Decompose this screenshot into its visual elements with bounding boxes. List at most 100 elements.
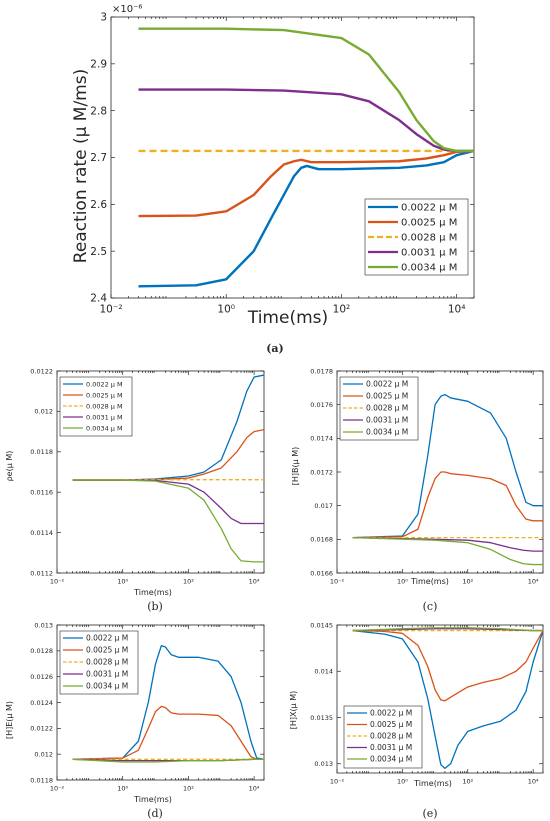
- legend: 0.0022 μ M 0.0025 μ M 0.0028 μ M 0.0031 μ M…: [59, 376, 133, 437]
- series-line-5: [138, 27, 474, 153]
- y-tick-label: 0.013: [34, 621, 53, 629]
- y-tick-label: 0.0176: [310, 401, 333, 409]
- y-tick-label: 0.0168: [310, 536, 333, 544]
- legend: 0.0022 μ M 0.0025 μ M 0.0028 μ M 0.0031 μ M…: [343, 705, 423, 769]
- y-tick-label: 0.0135: [310, 714, 333, 722]
- legend-label: 0.0022 μ M: [370, 709, 412, 718]
- legend: 0.0022 μ M 0.0025 μ M 0.0028 μ M 0.0031 μ M…: [364, 198, 469, 276]
- y-tick-label: 2.4: [90, 293, 107, 305]
- x-tick-label: 10⁴: [249, 785, 260, 793]
- x-tick-label: 10⁰: [397, 578, 408, 586]
- legend-label: 0.0025 μ M: [401, 218, 457, 229]
- panel-d-ylabel: [H]E(μ M): [5, 701, 14, 739]
- y-tick-label: 0.0126: [30, 673, 53, 681]
- y-tick-label: 0.0128: [30, 647, 53, 655]
- y-tick-label: 0.014: [314, 668, 333, 676]
- y-tick-label: 0.0172: [310, 468, 333, 476]
- y-tick-label: 3: [100, 12, 107, 24]
- x-tick-label: 10⁰: [217, 304, 235, 316]
- panel-b-caption: (b): [147, 600, 163, 613]
- y-tick-label: 2.6: [90, 199, 107, 211]
- y-tick-label: 0.0112: [30, 569, 53, 577]
- x-tick-label: 10²: [183, 578, 194, 586]
- legend-label: 0.0025 μ M: [370, 720, 412, 729]
- plot-area-frame: [56, 370, 265, 574]
- series-line-5: [352, 537, 543, 566]
- y-tick-label: 2.9: [90, 59, 107, 71]
- panel-b-ylabel: ρe(μ M): [5, 451, 14, 482]
- x-tick-label: 10⁻²: [330, 578, 345, 586]
- series-line-1: [72, 645, 264, 760]
- legend-label: 0.0028 μ M: [401, 233, 457, 244]
- legend-label: 0.0022 μ M: [86, 634, 128, 643]
- panel-d-caption: (d): [147, 807, 163, 820]
- x-tick-label: 10⁴: [528, 778, 539, 786]
- y-tick-label: 0.0114: [30, 529, 53, 537]
- series-line-2: [352, 629, 543, 702]
- y-tick-label: 0.0118: [30, 776, 53, 784]
- x-tick-label: 10⁴: [249, 578, 260, 586]
- legend-label: 0.0028 μ M: [370, 732, 412, 741]
- panel-c-ylabel: [H]B(μ M): [291, 447, 300, 486]
- legend-label: 0.0031 μ M: [366, 416, 408, 425]
- y-tick-label: 0.017: [314, 502, 333, 510]
- series-line-1: [138, 149, 474, 288]
- series-line-2: [72, 428, 264, 481]
- legend: 0.0022 μ M 0.0025 μ M 0.0028 μ M 0.0031 μ M…: [339, 376, 419, 441]
- panel-a-exponent-label: ×10⁻⁶: [112, 4, 142, 15]
- x-tick-label: 10⁴: [528, 578, 539, 586]
- series-line-5: [72, 758, 264, 763]
- y-tick-label: 0.0116: [30, 488, 53, 496]
- x-tick-label: 10⁰: [397, 778, 408, 786]
- legend-label: 0.0031 μ M: [401, 248, 457, 259]
- legend-label: 0.0028 μ M: [366, 404, 408, 413]
- panel-a-ylabel: Reaction rate (μ M/ms): [71, 69, 91, 263]
- panel-c: [H]B(μ M) Time(ms) (c) 10⁻² 10⁰ 10² 10⁴ 0.01…: [291, 367, 544, 613]
- legend-label: 0.0034 μ M: [366, 428, 408, 437]
- panel-e: [H]X(μ M) Time(ms) (e) 10⁻² 10⁰ 10² 10⁴ 0.01…: [289, 621, 544, 820]
- y-tick-label: 0.0122: [30, 725, 53, 733]
- legend-label: 0.0034 μ M: [370, 755, 412, 764]
- y-tick-label: 0.013: [314, 760, 333, 768]
- panel-c-caption: (c): [423, 600, 438, 613]
- legend-label: 0.0034 μ M: [401, 263, 457, 274]
- x-tick-label: 10⁻²: [50, 578, 65, 586]
- x-tick-label: 10⁰: [117, 578, 128, 586]
- panel-c-xlabel: Time(ms): [410, 577, 449, 586]
- y-tick-label: 0.0118: [30, 448, 53, 456]
- legend-box: [59, 630, 139, 695]
- plot-area-frame: [336, 624, 544, 774]
- series-line-1: [352, 629, 543, 770]
- series-line-2: [138, 149, 474, 218]
- legend-label: 0.0025 μ M: [86, 391, 123, 399]
- y-tick-label: 2.8: [90, 105, 107, 117]
- y-tick-label: 0.012: [34, 750, 53, 758]
- series-line-1: [352, 393, 543, 539]
- x-tick-label: 10²: [462, 778, 473, 786]
- panel-e-ylabel: [H]X(μ M): [289, 691, 298, 730]
- y-tick-label: 2.7: [90, 152, 107, 164]
- panel-b: ρe(μ M) Time(ms) (b) 10⁻² 10⁰ 10² 10⁴ 0.0112…: [5, 367, 265, 613]
- legend: 0.0022 μ M 0.0025 μ M 0.0028 μ M 0.0031 μ M…: [59, 630, 139, 695]
- legend-label: 0.0031 μ M: [370, 743, 412, 752]
- panel-a: Reaction rate (μ M/ms) Time(ms) ×10⁻⁶ (a…: [71, 4, 475, 355]
- panel-a-caption: (a): [266, 342, 284, 355]
- legend-label: 0.0028 μ M: [86, 658, 128, 667]
- legend-label: 0.0034 μ M: [86, 424, 123, 432]
- legend-box: [343, 705, 423, 769]
- y-tick-label: 0.0174: [310, 435, 333, 443]
- x-tick-label: 10²: [462, 578, 473, 586]
- y-tick-label: 0.0124: [30, 699, 53, 707]
- panel-a-xlabel: Time(ms): [247, 308, 328, 328]
- panel-e-caption: (e): [422, 807, 437, 820]
- legend-label: 0.0031 μ M: [86, 670, 128, 679]
- panel-b-xlabel: Time(ms): [133, 588, 172, 597]
- panel-d-xlabel: Time(ms): [133, 795, 172, 804]
- series-line-2: [352, 471, 543, 539]
- series-line-5: [352, 627, 543, 632]
- panel-e-xlabel: Time(ms): [413, 779, 452, 788]
- series-line-5: [72, 479, 264, 563]
- series-line-4: [72, 479, 264, 525]
- legend-label: 0.0025 μ M: [86, 646, 128, 655]
